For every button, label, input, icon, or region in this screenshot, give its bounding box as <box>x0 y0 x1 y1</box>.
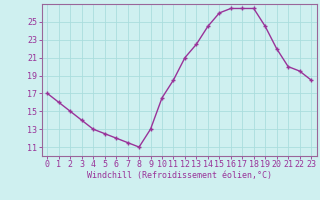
X-axis label: Windchill (Refroidissement éolien,°C): Windchill (Refroidissement éolien,°C) <box>87 171 272 180</box>
